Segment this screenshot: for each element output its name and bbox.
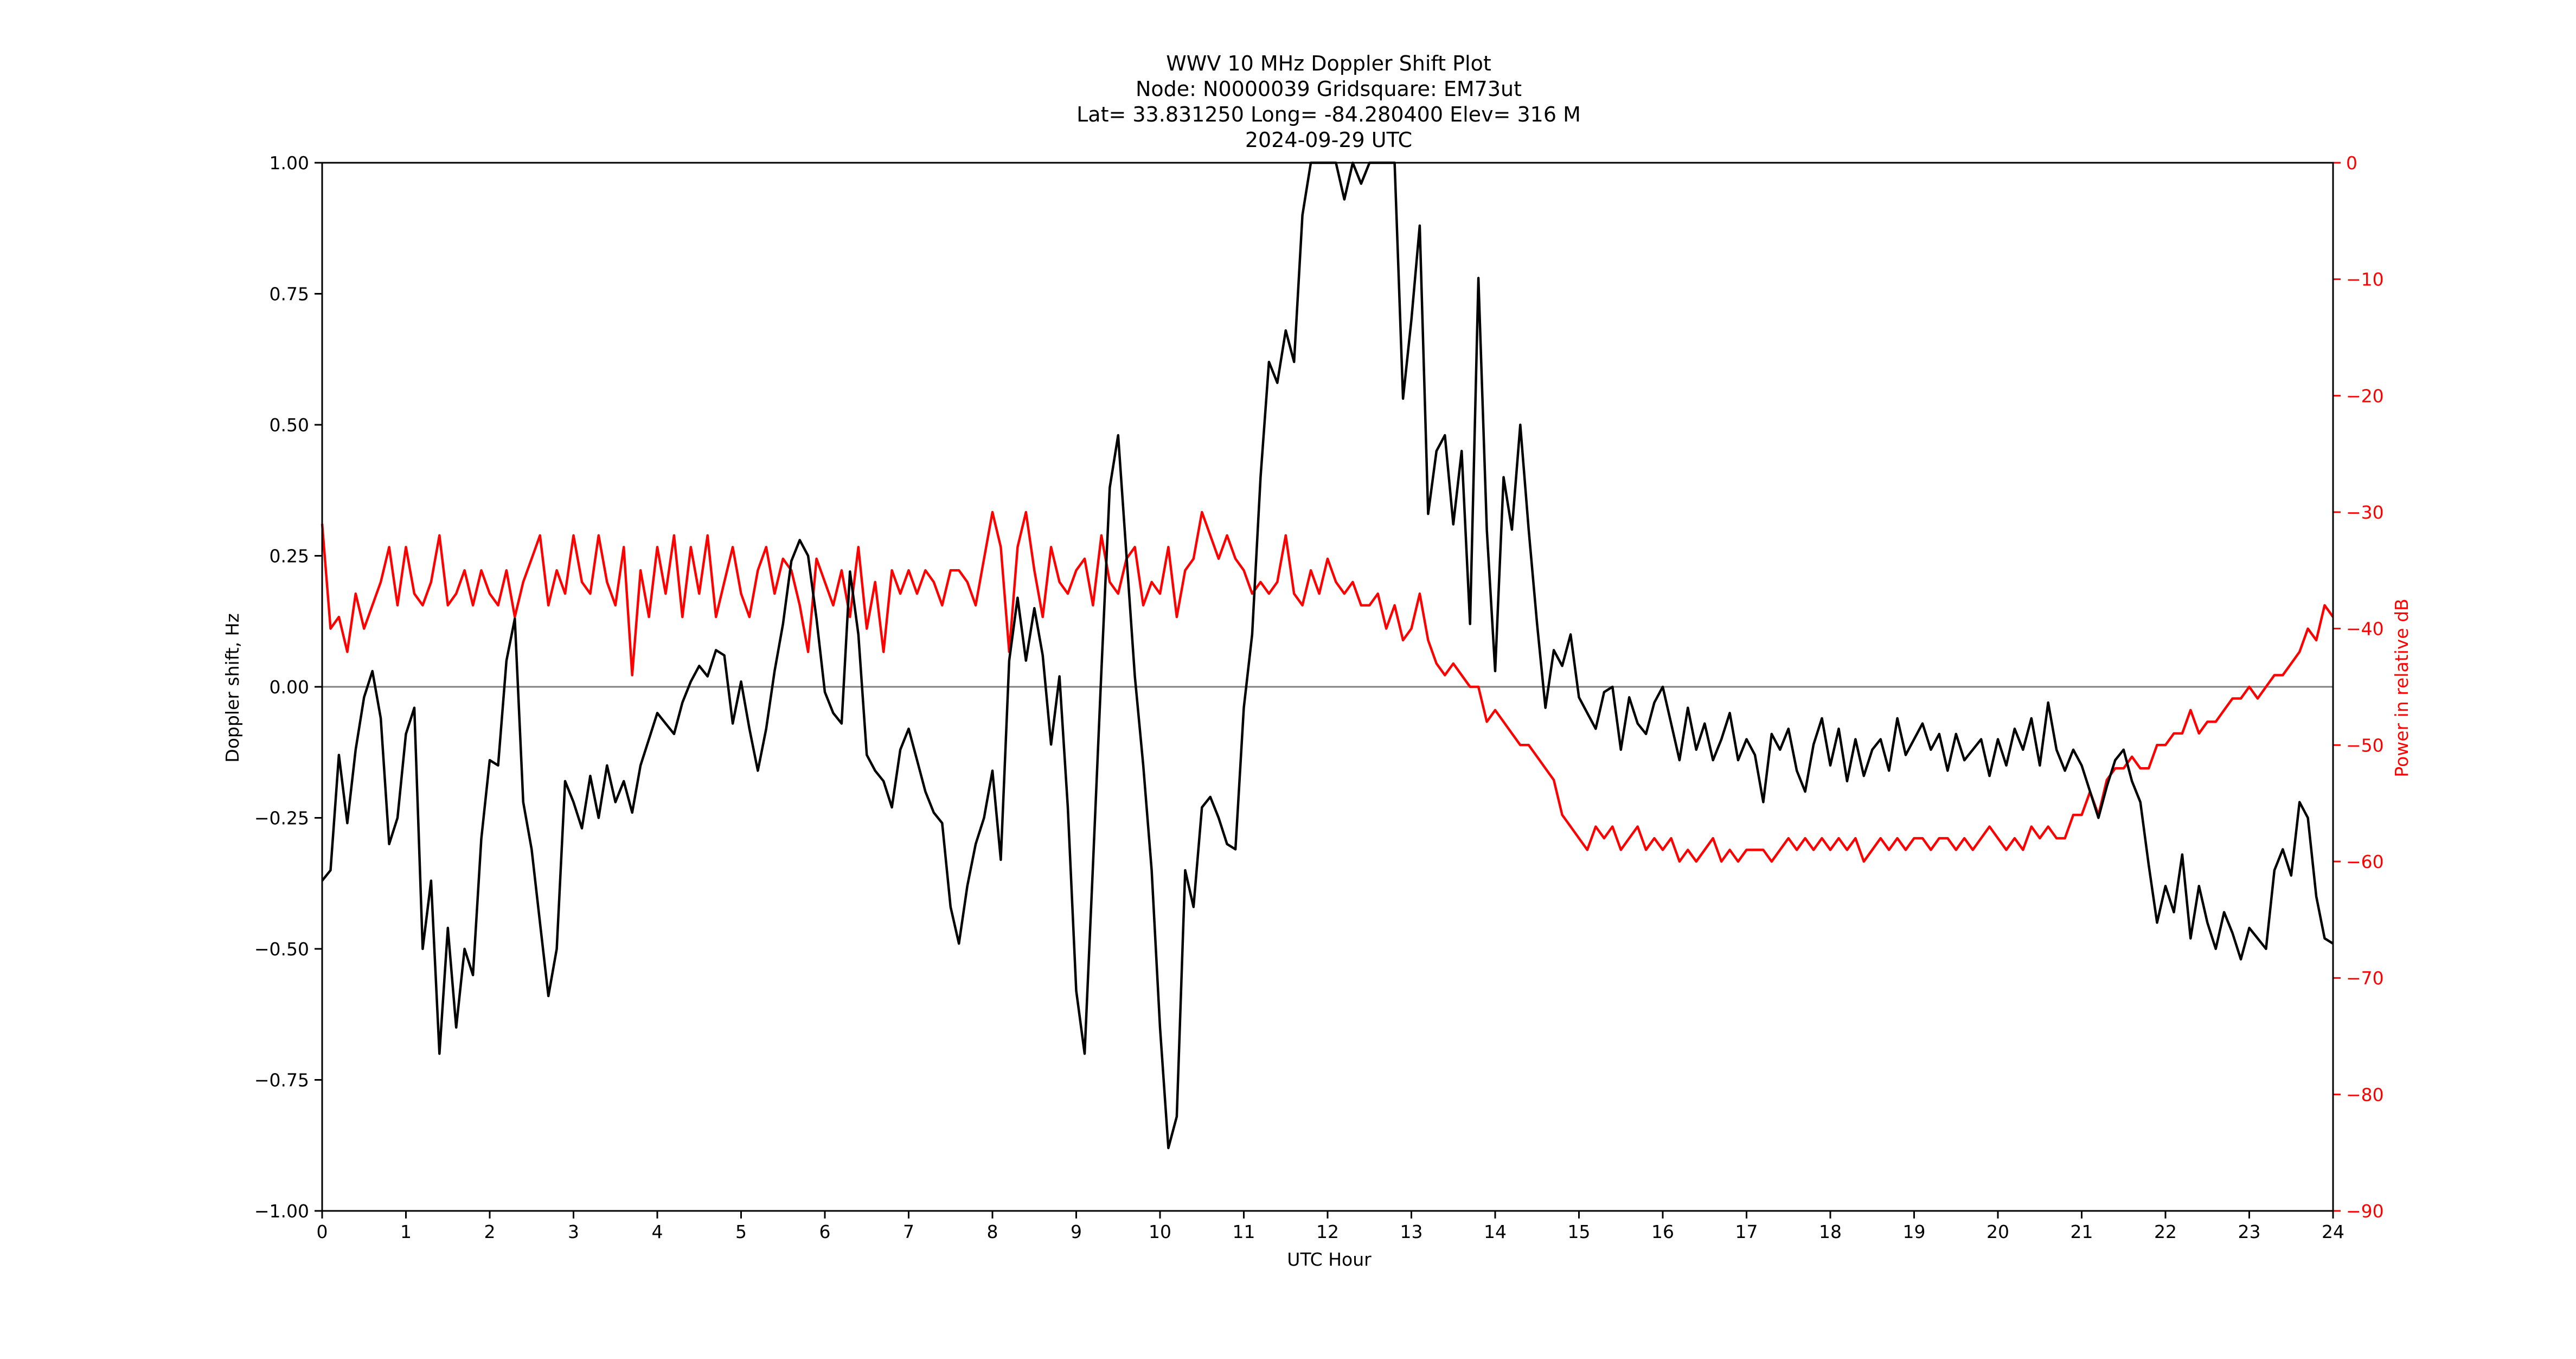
x-tick-label: 18: [1819, 1221, 1842, 1242]
y-tick-label: −1.00: [254, 1201, 309, 1222]
x-tick-label: 14: [1484, 1221, 1507, 1242]
title-line-4: 2024-09-29 UTC: [1245, 128, 1412, 152]
x-tick-label: 8: [987, 1221, 998, 1242]
y-axis-label: Doppler shift, Hz: [222, 613, 243, 762]
x-tick-label: 9: [1071, 1221, 1082, 1242]
y2-tick-label: 0: [2346, 152, 2357, 174]
y-tick-label: −0.75: [254, 1070, 309, 1091]
y2-tick-label: −20: [2346, 385, 2384, 406]
y2-tick-label: −40: [2346, 618, 2384, 640]
y-tick-label: 0.50: [270, 414, 309, 436]
x-tick-label: 19: [1903, 1221, 1926, 1242]
y2-tick-label: −70: [2346, 968, 2384, 989]
x-tick-label: 20: [1987, 1221, 2009, 1242]
x-tick-label: 7: [903, 1221, 914, 1242]
y-tick-label: −0.50: [254, 939, 309, 960]
x-tick-label: 12: [1316, 1221, 1339, 1242]
x-tick-label: 4: [652, 1221, 663, 1242]
x-tick-label: 1: [400, 1221, 412, 1242]
x-tick-label: 17: [1735, 1221, 1758, 1242]
x-tick-label: 23: [2238, 1221, 2261, 1242]
y-tick-label: −0.25: [254, 808, 309, 829]
y2-axis-label: Power in relative dB: [2391, 598, 2412, 777]
doppler-series-line: [321, 161, 2334, 1150]
x-tick-label: 2: [484, 1221, 496, 1242]
y-tick-label: 0.25: [270, 546, 309, 567]
x-axis-ticks: 0 1 2 3 4 5 6 7 8 9 10 11 12 13 14 15 16 17 18 19 20 21 22 23 24: [317, 1211, 2344, 1242]
x-tick-label: 10: [1149, 1221, 1171, 1242]
plot-frame: [321, 162, 2334, 1212]
y2-tick-label: −50: [2346, 735, 2384, 756]
x-tick-label: 6: [819, 1221, 831, 1242]
y2-tick-label: −90: [2346, 1201, 2384, 1222]
x-tick-label: 24: [2322, 1221, 2344, 1242]
power-series-line: [321, 511, 2334, 863]
y2-axis-ticks: −90 −80 −70 −60 −50 −40 −30 −20 −10 0: [2333, 152, 2384, 1222]
title-line-1: WWV 10 MHz Doppler Shift Plot: [1166, 52, 1491, 75]
x-tick-label: 5: [735, 1221, 747, 1242]
y2-tick-label: −10: [2346, 269, 2384, 290]
title-line-2: Node: N0000039 Gridsquare: EM73ut: [1136, 77, 1522, 101]
y-tick-label: 0.75: [270, 284, 309, 305]
y-axis-ticks: −1.00 −0.75 −0.50 −0.25 0.00 0.25 0.50 0.75 1.00: [254, 152, 322, 1222]
x-tick-label: 21: [2071, 1221, 2093, 1242]
x-tick-label: 0: [317, 1221, 328, 1242]
x-tick-label: 15: [1568, 1221, 1591, 1242]
y2-tick-label: −80: [2346, 1084, 2384, 1105]
x-tick-label: 13: [1400, 1221, 1423, 1242]
y-tick-label: 0.00: [270, 677, 309, 698]
y2-tick-label: −60: [2346, 851, 2384, 872]
x-tick-label: 11: [1233, 1221, 1255, 1242]
chart-title: WWV 10 MHz Doppler Shift Plot Node: N000…: [1076, 52, 1581, 152]
title-line-3: Lat= 33.831250 Long= -84.280400 Elev= 31…: [1076, 103, 1581, 126]
x-tick-label: 22: [2154, 1221, 2177, 1242]
y2-tick-label: −30: [2346, 502, 2384, 523]
x-tick-label: 16: [1651, 1221, 1674, 1242]
x-axis-label: UTC Hour: [1287, 1249, 1372, 1270]
y-tick-label: 1.00: [270, 152, 309, 174]
x-tick-label: 3: [568, 1221, 579, 1242]
